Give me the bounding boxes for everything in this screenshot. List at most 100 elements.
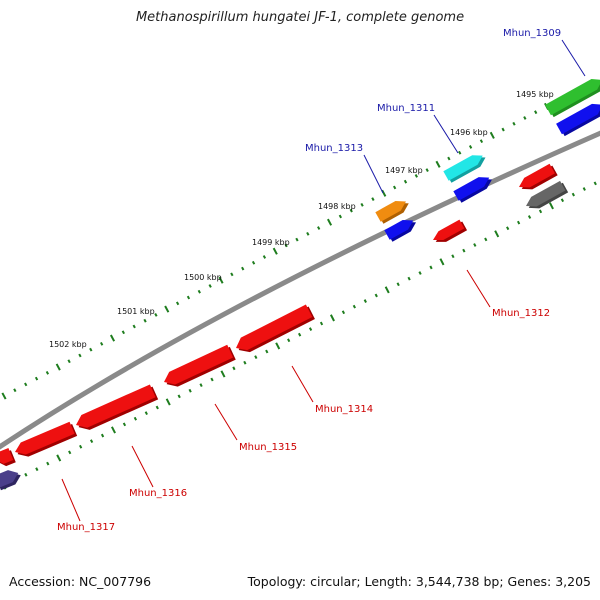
tick-mark — [527, 215, 532, 219]
tick-mark — [132, 324, 136, 329]
tick-mark — [199, 383, 203, 388]
gene-label-mhun_1317: Mhun_1317 — [57, 522, 115, 533]
tick-mark — [89, 439, 94, 444]
tick-mark — [479, 139, 484, 144]
tick-label: 1502 kbp — [49, 340, 87, 349]
tick-mark — [582, 187, 586, 191]
tick-mark — [265, 349, 269, 354]
tick-label: 1500 kbp — [184, 273, 222, 282]
tick-label: 1497 kbp — [385, 166, 423, 175]
tick-mark — [24, 382, 28, 387]
tick-mark — [317, 226, 321, 230]
tick-mark — [338, 214, 343, 219]
tick-mark — [254, 355, 258, 359]
gene-feature-mhun_1311 — [443, 155, 486, 183]
tick-mark — [241, 266, 245, 271]
tick-mark — [164, 305, 170, 313]
callout-line — [291, 365, 314, 403]
tick-mark — [429, 265, 433, 270]
tick-mark — [360, 202, 364, 207]
gene-feature-mhun_1309 — [545, 79, 600, 118]
tick-mark — [538, 209, 543, 214]
tick-mark — [143, 318, 147, 323]
tick-mark — [272, 247, 278, 255]
gene-feature-mhun_1314 — [236, 304, 315, 353]
tick-dots-layer — [1, 81, 597, 490]
gene-feature-mhun_1313-cds — [384, 220, 417, 242]
gene-label-mhun_1316: Mhun_1316 — [129, 488, 187, 499]
tick-mark — [501, 127, 505, 132]
tick-mark — [352, 304, 356, 309]
tick-mark — [230, 272, 234, 277]
gene-feature-mhun_1317-partner — [0, 470, 21, 491]
gene-feature-mhun_1315 — [76, 384, 159, 430]
tick-mark — [251, 260, 256, 265]
tick-mark — [308, 327, 313, 331]
callout-line — [214, 403, 238, 441]
tick-mark — [516, 220, 521, 225]
tick-mark — [177, 394, 181, 399]
gene-feature-mhun_1311-cds — [453, 177, 493, 203]
tick-mark — [407, 276, 411, 281]
tick-mark — [326, 218, 333, 226]
tick-mark — [197, 289, 201, 294]
tick-mark — [89, 347, 93, 352]
tick-mark — [243, 360, 247, 365]
callout-line — [131, 445, 154, 488]
tick-mark — [218, 276, 224, 284]
tick-mark — [111, 426, 116, 434]
tick-label: 1499 kbp — [252, 238, 290, 247]
genome-summary-text: Topology: circular; Length: 3,544,738 bp… — [247, 574, 591, 589]
tick-mark — [45, 370, 50, 375]
tick-mark — [512, 121, 516, 126]
accession-text: Accession: NC_007796 — [9, 574, 152, 589]
gene-feature-mhun_1315a — [164, 344, 236, 387]
tick-mark — [295, 237, 299, 242]
tick-mark — [208, 284, 212, 288]
tick-mark — [319, 321, 324, 326]
tick-mark — [458, 150, 462, 155]
gene-feature-mhun_1309-cds — [556, 103, 600, 137]
gene-label-mhun_1309: Mhun_1309 — [503, 28, 561, 39]
tick-mark — [133, 416, 138, 421]
tick-mark — [232, 366, 236, 371]
tick-mark — [403, 179, 408, 184]
callout-line — [363, 154, 384, 194]
callout-line — [466, 269, 491, 308]
tick-mark — [165, 398, 171, 406]
tick-label: 1495 kbp — [516, 90, 554, 99]
tick-mark — [155, 405, 159, 410]
tick-labels-layer: 1495 kbp 1496 kbp 1497 kbp 1498 kbp 1499 kbp… — [49, 90, 554, 349]
tick-label: 1501 kbp — [117, 307, 155, 316]
tick-mark — [494, 230, 500, 238]
tick-mark — [1, 392, 7, 400]
gene-feature-unlabeled-gray — [526, 180, 569, 209]
tick-mark — [468, 145, 473, 149]
tick-mark — [396, 282, 400, 287]
tick-mark — [68, 450, 72, 455]
gene-label-mhun_1314: Mhun_1314 — [315, 404, 373, 415]
features-layer — [0, 79, 600, 491]
callouts-layer: Mhun_1309 Mhun_1311 Mhun_1313 Mhun_1312 Mhun… — [57, 28, 586, 533]
tick-mark — [284, 243, 288, 248]
tick-mark — [24, 472, 28, 477]
tick-mark — [381, 189, 387, 197]
gene-label-mhun_1315: Mhun_1315 — [239, 442, 297, 453]
gene-feature-mhun_1317 — [0, 447, 16, 467]
tick-mark — [79, 444, 83, 449]
tick-mark — [414, 174, 418, 178]
tick-mark — [220, 370, 226, 378]
tick-mark — [188, 388, 192, 393]
tick-mark — [425, 168, 429, 172]
tick-mark — [275, 342, 281, 350]
tick-mark — [593, 181, 597, 186]
genome-backbone — [0, 130, 600, 450]
tick-mark — [56, 454, 62, 462]
tick-mark — [306, 231, 310, 236]
tick-mark — [560, 198, 565, 203]
tick-mark — [363, 299, 367, 303]
gene-feature-mhun_1313 — [375, 201, 409, 224]
tick-mark — [262, 255, 267, 259]
tick-mark — [451, 254, 455, 259]
